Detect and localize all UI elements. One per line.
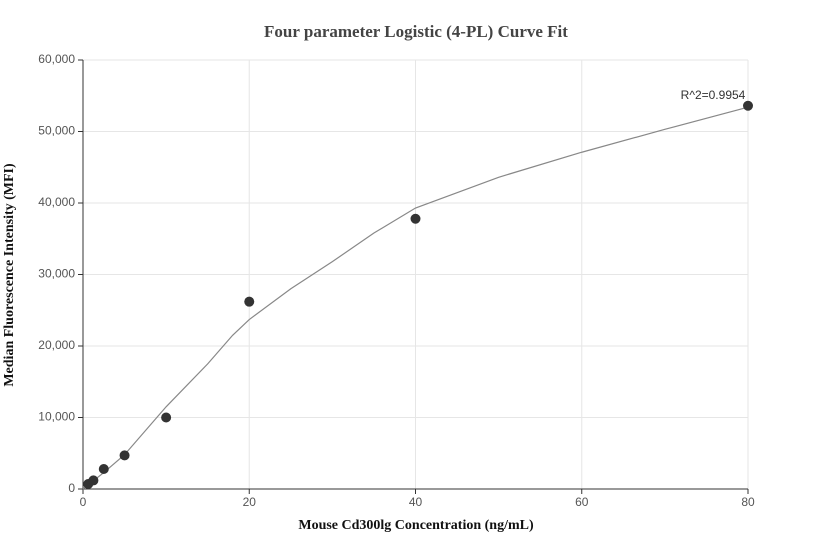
fit-curve (82, 106, 749, 490)
data-point (88, 475, 99, 486)
y-tick-label: 30,000 (38, 267, 75, 281)
y-tick-label: 20,000 (38, 338, 75, 352)
x-tick-label: 0 (80, 495, 87, 509)
data-point (119, 450, 130, 461)
data-point (98, 463, 109, 474)
x-tick-label: 40 (409, 495, 423, 509)
y-tick-label: 10,000 (38, 410, 75, 424)
x-tick-label: 20 (243, 495, 257, 509)
x-tick-label: 80 (741, 495, 755, 509)
y-tick-label: 60,000 (38, 52, 75, 66)
x-axis-title: Mouse Cd300lg Concentration (ng/mL) (298, 518, 534, 533)
chart-title: Four parameter Logistic (4-PL) Curve Fit (264, 22, 568, 41)
y-tick-label: 0 (68, 481, 75, 495)
data-point (743, 100, 753, 111)
y-axis-title: Median Fluorescence Intensity (MFI) (2, 163, 17, 387)
data-point (244, 296, 255, 307)
annotation: R^2=0.9954 (681, 88, 746, 102)
data-point (161, 412, 172, 423)
y-tick-label: 40,000 (38, 195, 75, 209)
x-tick-label: 60 (575, 495, 589, 509)
y-tick-label: 50,000 (38, 124, 75, 138)
data-point (410, 213, 421, 224)
